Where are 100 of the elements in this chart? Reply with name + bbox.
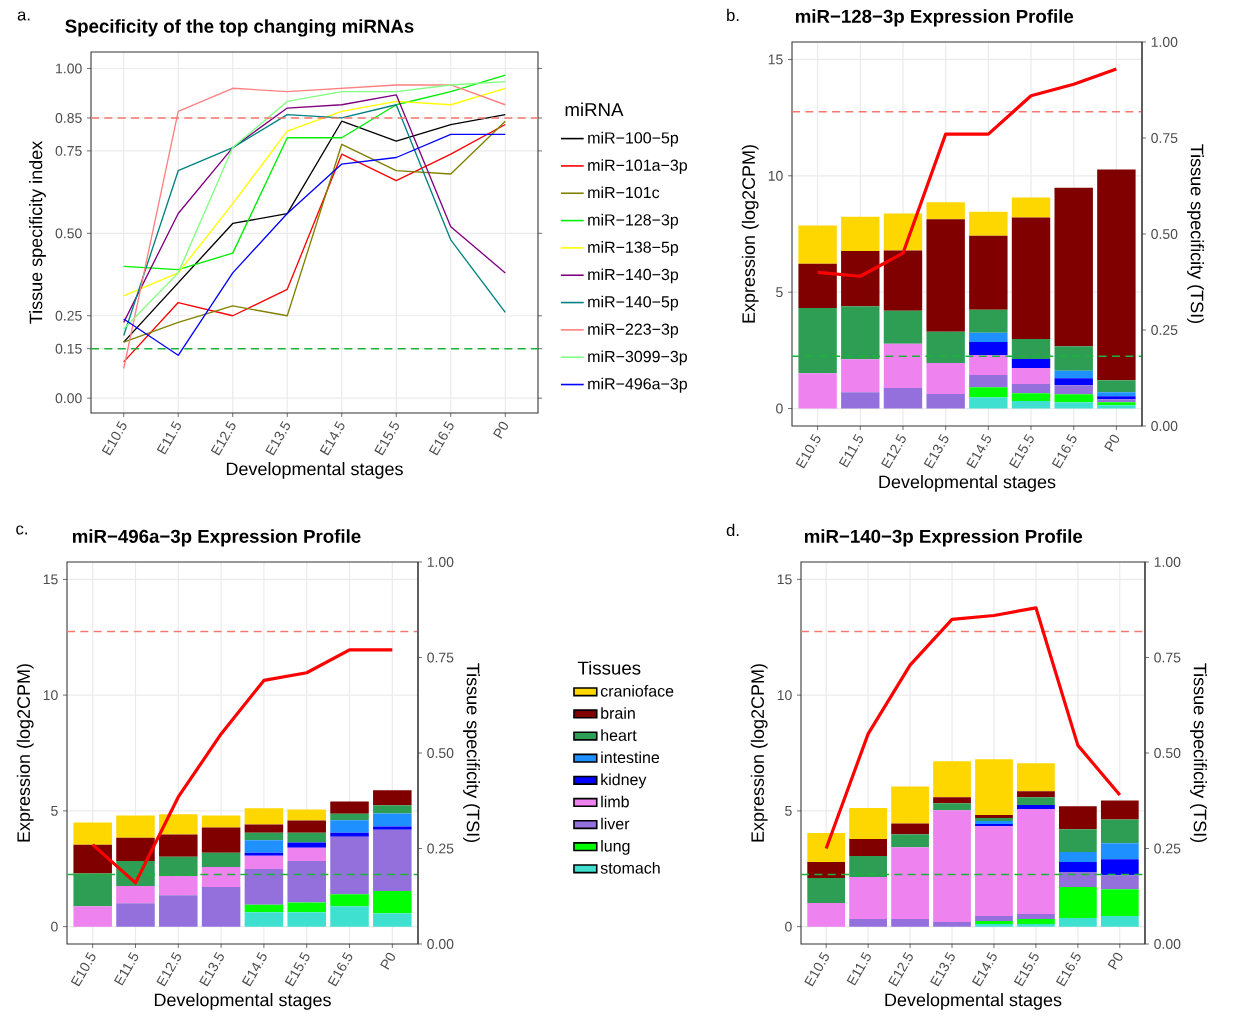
bar <box>849 839 887 857</box>
bar <box>1100 819 1139 844</box>
bar <box>1058 829 1097 853</box>
bar <box>891 834 929 848</box>
bar <box>1011 358 1051 369</box>
bar <box>287 912 326 927</box>
y2-tick-label: 0.00 <box>427 939 454 949</box>
bar <box>287 842 326 848</box>
y-tick-label: 5 <box>51 806 58 816</box>
legend-title: miRNA <box>565 102 624 117</box>
bar <box>969 387 1008 398</box>
x-tick-label: P0 <box>380 952 396 970</box>
bar <box>969 309 1008 333</box>
legend-label: kidney <box>601 773 647 789</box>
bar <box>1011 384 1051 394</box>
chart-title: miR−140−3p Expression Profile <box>804 529 1083 547</box>
bar <box>1058 862 1097 872</box>
y-tick-label: 15 <box>768 54 783 65</box>
y2-tick-label: 0.75 <box>1154 652 1181 663</box>
legend-label: liver <box>601 817 630 830</box>
bar <box>798 263 837 309</box>
bar <box>330 801 369 814</box>
legend-label: miR−140−5p <box>588 295 679 311</box>
bar <box>1054 370 1093 379</box>
bar <box>975 759 1013 816</box>
bar <box>1058 806 1097 830</box>
bar <box>1058 871 1097 888</box>
bar <box>201 866 241 888</box>
bar <box>159 856 198 876</box>
bar <box>975 826 1013 916</box>
bar <box>373 890 412 914</box>
bar <box>1011 401 1051 409</box>
bar <box>1054 385 1093 395</box>
bar <box>287 832 326 843</box>
text: d. <box>726 523 739 537</box>
bar <box>891 918 929 927</box>
bar <box>201 852 241 867</box>
bar <box>287 809 326 821</box>
bar <box>1058 852 1097 863</box>
y2-tick-label: 1.00 <box>1151 37 1178 47</box>
bar <box>159 895 198 927</box>
bar <box>73 873 112 907</box>
bar <box>1100 859 1139 876</box>
bar <box>73 906 112 927</box>
y-tick-label: 0 <box>776 403 783 414</box>
legend-label: miR−3099−3p <box>588 350 687 366</box>
bar <box>116 903 155 927</box>
bar <box>1100 915 1139 927</box>
bar <box>969 332 1008 342</box>
bar <box>933 797 971 804</box>
legend-label: miR−101a−3p <box>588 159 687 175</box>
y2-tick-label: 1.00 <box>427 557 454 567</box>
y-tick-label: 1.00 <box>56 63 82 74</box>
bar <box>969 397 1008 409</box>
bar <box>330 832 369 837</box>
y-tick-label: 0.75 <box>55 145 82 156</box>
legend-label: heart <box>601 729 637 741</box>
legend-label: miR−101c <box>588 186 660 199</box>
x-tick-label: P0 <box>1104 434 1120 452</box>
bar <box>1054 402 1093 409</box>
y2-axis-title: Tissue specificity (TSI) <box>1190 663 1207 843</box>
bar <box>807 862 846 879</box>
bar <box>1011 217 1051 339</box>
bar <box>201 815 241 828</box>
y-axis-title: Expression (log2CPM) <box>750 664 768 842</box>
y2-axis-title: Tissue specificity (TSI) <box>463 663 480 843</box>
legend-label: miR−496a−3p <box>588 377 687 393</box>
bar <box>73 844 112 874</box>
bar <box>807 878 846 904</box>
bar <box>330 894 369 907</box>
legend-label: miR−223−3p <box>588 323 679 339</box>
bar <box>1100 889 1139 916</box>
bar <box>373 829 412 891</box>
bar <box>933 761 971 798</box>
text: c. <box>16 525 27 535</box>
bar <box>969 211 1008 236</box>
legend-label: cranioface <box>600 685 674 697</box>
bar <box>849 856 887 878</box>
y2-tick-label: 0.50 <box>1154 748 1181 758</box>
bar <box>883 250 923 311</box>
y-tick-label: 15 <box>43 574 58 585</box>
bar <box>883 343 923 389</box>
bar <box>933 810 971 922</box>
y2-tick-label: 1.00 <box>1154 557 1181 567</box>
legend-label: intestine <box>601 751 660 764</box>
bar <box>330 820 369 833</box>
bar <box>287 820 326 833</box>
y2-tick-label: 0.25 <box>427 843 454 854</box>
bar <box>244 808 284 825</box>
chart-title: miR−128−3p Expression Profile <box>795 9 1074 27</box>
bar <box>1017 809 1055 914</box>
bar <box>891 823 929 835</box>
bar <box>1054 378 1093 386</box>
bar <box>926 362 965 395</box>
legend-label: miR−128−3p <box>588 213 679 229</box>
legend-label: lung <box>601 839 630 855</box>
bar <box>807 833 846 863</box>
y2-tick-label: 0.25 <box>1154 843 1181 854</box>
legend-label: miR−138−5p <box>588 241 679 257</box>
bar <box>841 216 880 251</box>
